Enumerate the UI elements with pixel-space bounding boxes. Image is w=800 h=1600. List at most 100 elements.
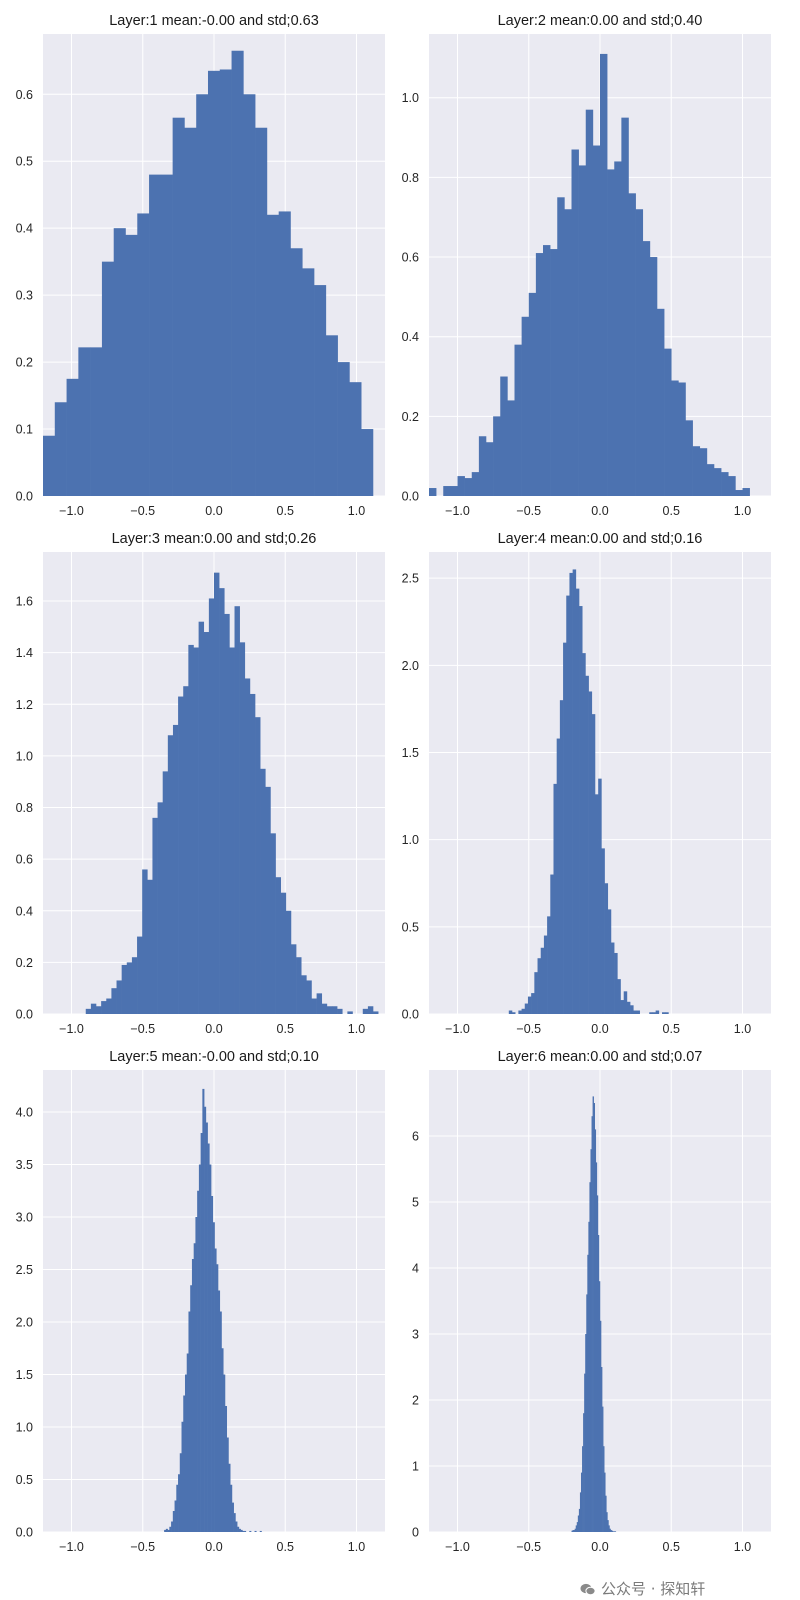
histogram-bar bbox=[471, 472, 480, 496]
histogram-bar bbox=[593, 1103, 595, 1532]
histogram-bar bbox=[649, 1012, 653, 1014]
histogram-bar bbox=[649, 257, 658, 496]
histogram-bar bbox=[221, 1348, 224, 1532]
x-tick-label: −0.5 bbox=[516, 1022, 541, 1036]
histogram-bar bbox=[228, 1463, 231, 1532]
histogram-bar bbox=[172, 1511, 175, 1532]
x-tick-label: −1.0 bbox=[445, 504, 470, 518]
histogram-bar bbox=[511, 1012, 516, 1014]
histogram-bar bbox=[207, 1143, 210, 1532]
y-tick-label: 0.8 bbox=[16, 801, 33, 815]
histogram-bar bbox=[534, 972, 538, 1014]
y-tick-label: 0.4 bbox=[16, 904, 33, 918]
histogram-bar bbox=[592, 1096, 594, 1532]
y-tick-label: 1.5 bbox=[402, 746, 419, 760]
histogram-bar bbox=[214, 572, 220, 1014]
histogram-bar bbox=[211, 1196, 214, 1532]
histogram-bar bbox=[598, 778, 602, 1014]
y-tick-label: 1.4 bbox=[16, 646, 33, 660]
histogram-bar bbox=[575, 588, 580, 1014]
y-tick-label: 0.6 bbox=[402, 251, 419, 265]
histogram-bar bbox=[85, 1008, 92, 1014]
histogram-bar bbox=[590, 1149, 592, 1532]
x-tick-label: 1.0 bbox=[734, 1540, 751, 1554]
y-tick-label: 2.5 bbox=[402, 572, 419, 586]
histogram-bar bbox=[230, 1484, 233, 1532]
histogram-bar bbox=[521, 1008, 526, 1014]
histogram-bar bbox=[500, 376, 508, 496]
bars-4 bbox=[508, 569, 669, 1014]
histogram-bar bbox=[137, 936, 143, 1014]
histogram-bar bbox=[582, 653, 586, 1014]
histogram-bar bbox=[620, 1000, 625, 1014]
histogram-bar bbox=[331, 1006, 338, 1014]
histogram-bar bbox=[240, 1529, 243, 1532]
histogram-bar bbox=[244, 1530, 247, 1532]
histogram-bar bbox=[614, 1531, 617, 1532]
chart-title-5: Layer:5 mean:-0.00 and std;0.10 bbox=[109, 1049, 319, 1065]
histogram-bar bbox=[219, 588, 225, 1014]
histogram-bar bbox=[685, 420, 693, 496]
histogram-bar bbox=[601, 1367, 603, 1532]
histogram-panel-5: Layer:5 mean:-0.00 and std;0.10 −1.0 −0.5 0… bbox=[16, 1049, 385, 1554]
y-tick-label: 4.0 bbox=[16, 1106, 33, 1120]
bars-2 bbox=[429, 53, 750, 496]
histogram-bar bbox=[556, 738, 561, 1014]
histogram-bar bbox=[325, 335, 338, 496]
histogram-bar bbox=[195, 1217, 198, 1532]
histogram-bar bbox=[337, 1008, 343, 1014]
x-tick-label: −0.5 bbox=[516, 1540, 541, 1554]
histogram-bar bbox=[589, 1182, 591, 1532]
y-tick-label: 1.0 bbox=[16, 749, 33, 763]
histogram-bar bbox=[337, 362, 350, 496]
histogram-bar bbox=[362, 1008, 369, 1014]
histogram-bar bbox=[202, 1088, 205, 1532]
histogram-bar bbox=[594, 1129, 597, 1532]
histogram-bar bbox=[131, 957, 138, 1014]
histogram-bar bbox=[223, 1374, 226, 1532]
x-tick-label: −1.0 bbox=[445, 1540, 470, 1554]
histogram-bar bbox=[265, 786, 271, 1014]
y-tick-label: 3.0 bbox=[16, 1211, 33, 1225]
y-tick-label: 0.6 bbox=[16, 88, 33, 102]
histogram-bar bbox=[671, 380, 679, 496]
histogram-bar bbox=[260, 768, 266, 1014]
histogram-bar bbox=[178, 696, 184, 1014]
histogram-bar bbox=[678, 382, 686, 496]
histogram-bar bbox=[237, 1526, 240, 1532]
histogram-bar bbox=[78, 347, 91, 496]
histogram-bar bbox=[614, 952, 618, 1014]
histogram-bar bbox=[604, 883, 609, 1014]
x-tick-label: 0.5 bbox=[663, 504, 680, 518]
y-tick-label: 0.5 bbox=[16, 155, 33, 169]
histogram-bar bbox=[706, 464, 715, 496]
histogram-bar bbox=[586, 1294, 588, 1532]
histogram-bar bbox=[628, 193, 636, 496]
histogram-bar bbox=[208, 598, 215, 1014]
histogram-bar bbox=[524, 1003, 529, 1014]
histogram-bar bbox=[184, 1374, 188, 1532]
histogram-bar bbox=[200, 1133, 203, 1532]
histogram-bar bbox=[585, 1334, 587, 1532]
histogram-bar bbox=[209, 1164, 212, 1532]
y-tick-label: 0.0 bbox=[16, 1526, 33, 1540]
histogram-bar bbox=[608, 1525, 610, 1532]
histogram-bar bbox=[595, 1162, 598, 1532]
histogram-bar bbox=[478, 436, 487, 496]
histogram-bar bbox=[255, 127, 268, 496]
histogram-bar bbox=[270, 833, 276, 1014]
histogram-bar bbox=[664, 348, 672, 496]
histogram-bar bbox=[285, 910, 292, 1014]
histogram-panel-4: Layer:4 mean:0.00 and std;0.16 −1.0 −0.5 0.… bbox=[402, 531, 771, 1036]
histogram-bar bbox=[543, 245, 551, 496]
histogram-bar bbox=[191, 1259, 194, 1532]
histogram-bar bbox=[275, 877, 281, 1014]
histogram-bar bbox=[197, 1190, 200, 1532]
histogram-bar bbox=[550, 874, 554, 1014]
histogram-bar bbox=[609, 1528, 611, 1532]
histogram-bar bbox=[585, 675, 589, 1014]
histogram-bar bbox=[367, 1006, 374, 1014]
histogram-bar bbox=[181, 1421, 184, 1532]
y-tick-label: 1.5 bbox=[16, 1368, 33, 1382]
histogram-bar bbox=[349, 382, 362, 496]
